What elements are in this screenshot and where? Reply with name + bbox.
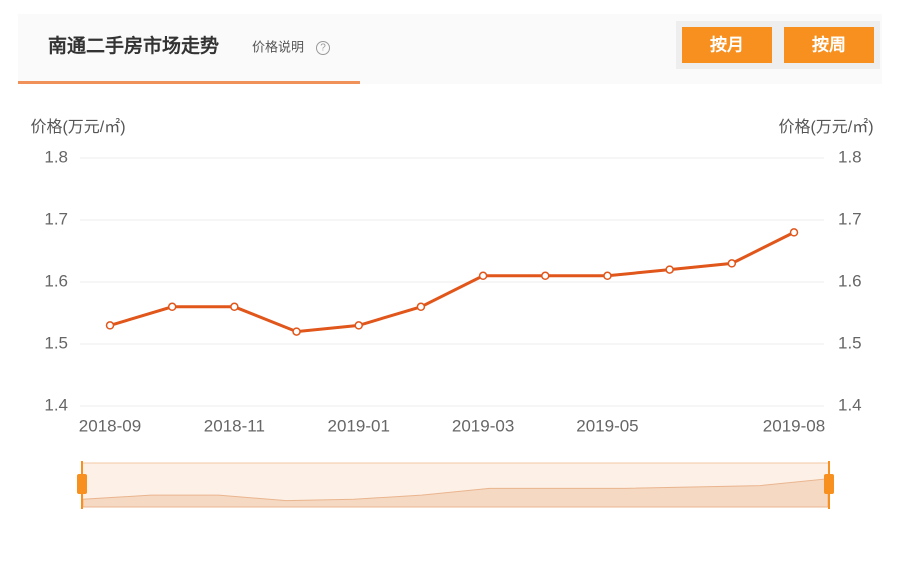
point: [354, 321, 363, 330]
y-tick-label: 1.5: [44, 333, 68, 352]
point: [603, 271, 612, 281]
help-icon[interactable]: [316, 41, 330, 55]
x-tick-label: 2019-05: [576, 416, 638, 435]
button[interactable]: [682, 27, 772, 63]
y-axis-label: 价格(万元/㎡): [30, 118, 125, 136]
point: [541, 271, 550, 281]
y2-tick-label: 1.4: [838, 395, 862, 414]
overview-area: [82, 478, 829, 508]
x-tick-label: 2018-11: [204, 416, 265, 435]
button-label[interactable]: 按周: [812, 34, 846, 54]
x-tick-label: 2019-03: [452, 416, 514, 435]
button-label[interactable]: 按月: [710, 34, 744, 54]
x-tick-label: 2019-01: [328, 416, 390, 435]
y2-tick-label: 1.8: [838, 147, 862, 166]
point: [105, 321, 115, 330]
slider-handle[interactable]: [77, 474, 87, 494]
y-tick-label: 1.7: [44, 209, 68, 228]
point: [789, 228, 799, 237]
point: [416, 302, 426, 312]
y-tick-label: 1.6: [44, 271, 68, 290]
x-tick-label: 2018-09: [79, 416, 141, 435]
y2-tick-label: 1.5: [838, 333, 862, 352]
y-tick-label: 1.8: [44, 147, 68, 166]
point: [167, 302, 177, 312]
button[interactable]: [784, 27, 874, 63]
point: [665, 265, 674, 274]
price-note[interactable]: 价格说明: [252, 39, 304, 54]
point: [230, 302, 239, 312]
title-underline: [18, 81, 360, 84]
y2-axis-label: 价格(万元/㎡): [778, 118, 873, 136]
x-tick-label: 2019-08: [763, 416, 825, 435]
point: [292, 327, 301, 336]
y2-tick-label: 1.7: [838, 209, 862, 228]
page-title: 南通二手房市场走势: [48, 34, 219, 57]
slider-handle[interactable]: [824, 474, 834, 494]
line: [109, 231, 795, 334]
help-icon-mark: ?: [320, 43, 326, 54]
point: [727, 259, 737, 268]
y2-tick-label: 1.6: [838, 271, 862, 290]
y-tick-label: 1.4: [44, 395, 68, 414]
point: [478, 271, 488, 281]
